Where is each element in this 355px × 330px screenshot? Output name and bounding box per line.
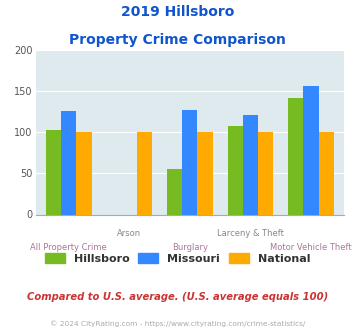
Text: Burglary: Burglary [172,243,208,251]
Text: Motor Vehicle Theft: Motor Vehicle Theft [270,243,352,251]
Bar [182,110,197,214]
Bar [46,130,61,214]
Text: Compared to U.S. average. (U.S. average equals 100): Compared to U.S. average. (U.S. average … [27,292,328,302]
Bar [61,112,76,214]
Bar [258,132,273,214]
Text: Property Crime Comparison: Property Crime Comparison [69,33,286,47]
Bar [304,86,319,214]
Bar [197,132,213,214]
Bar [167,169,182,214]
Bar [76,132,92,214]
Legend: Hillsboro, Missouri, National: Hillsboro, Missouri, National [45,253,310,264]
Text: All Property Crime: All Property Crime [31,243,107,251]
Bar [243,115,258,214]
Bar [319,132,334,214]
Text: © 2024 CityRating.com - https://www.cityrating.com/crime-statistics/: © 2024 CityRating.com - https://www.city… [50,320,305,327]
Text: Arson: Arson [117,229,141,238]
Bar [228,126,243,214]
Text: Larceny & Theft: Larceny & Theft [217,229,284,238]
Bar [137,132,152,214]
Text: 2019 Hillsboro: 2019 Hillsboro [121,5,234,19]
Bar [288,98,304,214]
